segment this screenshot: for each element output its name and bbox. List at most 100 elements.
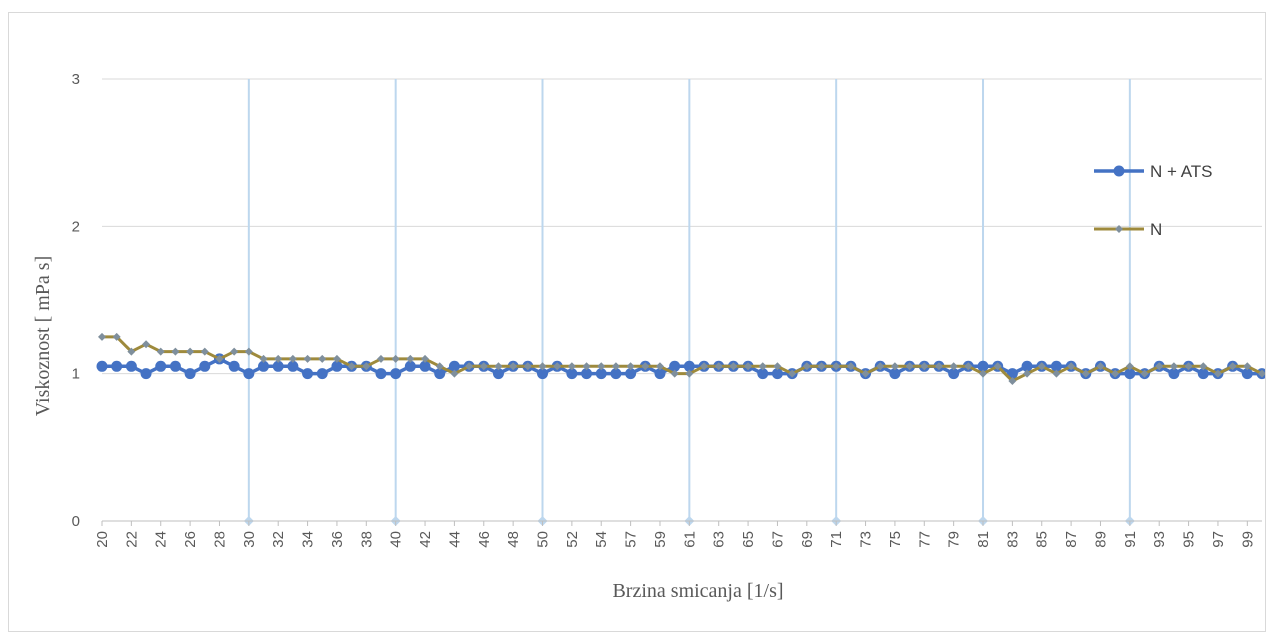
data-point [1169,362,1178,371]
data-point [450,369,459,378]
chart-area: 0 1 2 3 20 22 24 26 28 30 32 34 36 38 40 42 44 46 48 50 52 54… [8,12,1266,632]
x-tick-label: 65 [740,531,757,548]
legend-marker [1115,225,1123,233]
data-point [1125,362,1134,371]
data-point [1096,362,1105,371]
x-tick-label: 61 [681,531,698,548]
data-point [98,332,106,341]
data-point [494,362,503,371]
data-point [714,362,723,371]
data-point [683,360,695,372]
x-tick-label: 59 [652,531,669,548]
data-point [169,360,181,372]
data-point [331,360,343,372]
x-tick-label: 54 [593,531,610,548]
y-tick-label: 0 [72,513,80,530]
x-axis-title: Brzina smicanja [1/s] [612,580,783,602]
data-point [288,354,297,363]
data-point [670,369,679,378]
data-point [538,362,547,371]
x-tick-label: 57 [623,531,640,548]
data-point [127,347,136,356]
x-tick-label: 32 [270,531,287,548]
data-point [435,362,444,371]
x-tick-label: 81 [975,531,992,548]
data-point [934,362,943,371]
data-point [419,360,431,372]
data-point [610,368,622,380]
data-point [347,362,356,371]
x-tick-label: 30 [241,531,258,548]
data-point [390,368,402,380]
x-tick-label: 85 [1034,531,1051,548]
data-point [259,354,268,363]
data-point [332,354,341,363]
data-point [948,368,960,380]
data-point [1081,369,1090,378]
data-point [832,362,841,371]
x-tick-label: 67 [769,531,786,548]
data-point [406,354,415,363]
data-point [140,368,152,380]
x-tick-label: 36 [329,531,346,548]
data-point [184,368,196,380]
axes: 0 1 2 3 20 22 24 26 28 30 32 34 36 38 40 42 44 46 48 50 52 54… [72,71,1262,548]
x-tick-label: 73 [858,531,875,548]
x-tick-label: 40 [388,531,405,548]
data-point [537,368,549,380]
data-point [303,354,312,363]
gridlines [102,78,1262,522]
data-point [404,360,416,372]
x-tick-label: 83 [1004,531,1021,548]
x-tick-label: 22 [123,531,140,548]
data-point [846,362,855,371]
data-point [1067,362,1076,371]
data-point [566,368,578,380]
data-point [272,360,284,372]
data-point [96,360,108,372]
data-point [1184,362,1193,371]
data-point [802,362,811,371]
x-tick-label: 20 [94,531,111,548]
x-tick-label: 95 [1181,531,1198,548]
data-point [391,354,400,363]
data-point [376,354,385,363]
data-point [1008,377,1017,386]
data-point [876,362,885,371]
x-tick-label: 44 [446,531,463,548]
x-tick-label: 28 [211,531,228,548]
data-point [1037,362,1046,371]
data-point [171,347,180,356]
data-point [111,360,123,372]
data-point [1241,368,1253,380]
data-point [156,347,165,356]
data-point [230,347,239,356]
x-tick-label: 42 [417,531,434,548]
data-point [757,368,769,380]
data-point [964,362,973,371]
data-point [215,354,224,363]
data-point [729,362,738,371]
data-point [1213,369,1222,378]
data-point [773,362,782,371]
data-point [1258,369,1265,378]
data-point [1124,368,1136,380]
data-point [771,368,783,380]
data-point [199,360,211,372]
x-tick-label: 89 [1092,531,1109,548]
x-tick-label: 63 [711,531,728,548]
data-point [1168,368,1180,380]
data-point [905,362,914,371]
data-point [655,362,664,371]
data-point [920,362,929,371]
data-point [1050,360,1062,372]
data-point [492,368,504,380]
data-point [112,332,121,341]
data-point [287,360,299,372]
data-point [1199,362,1208,371]
x-tick-label: 48 [505,531,522,548]
data-point [523,362,532,371]
x-tick-label: 93 [1151,531,1168,548]
data-point [553,362,562,371]
x-tick-label: 34 [300,531,317,548]
